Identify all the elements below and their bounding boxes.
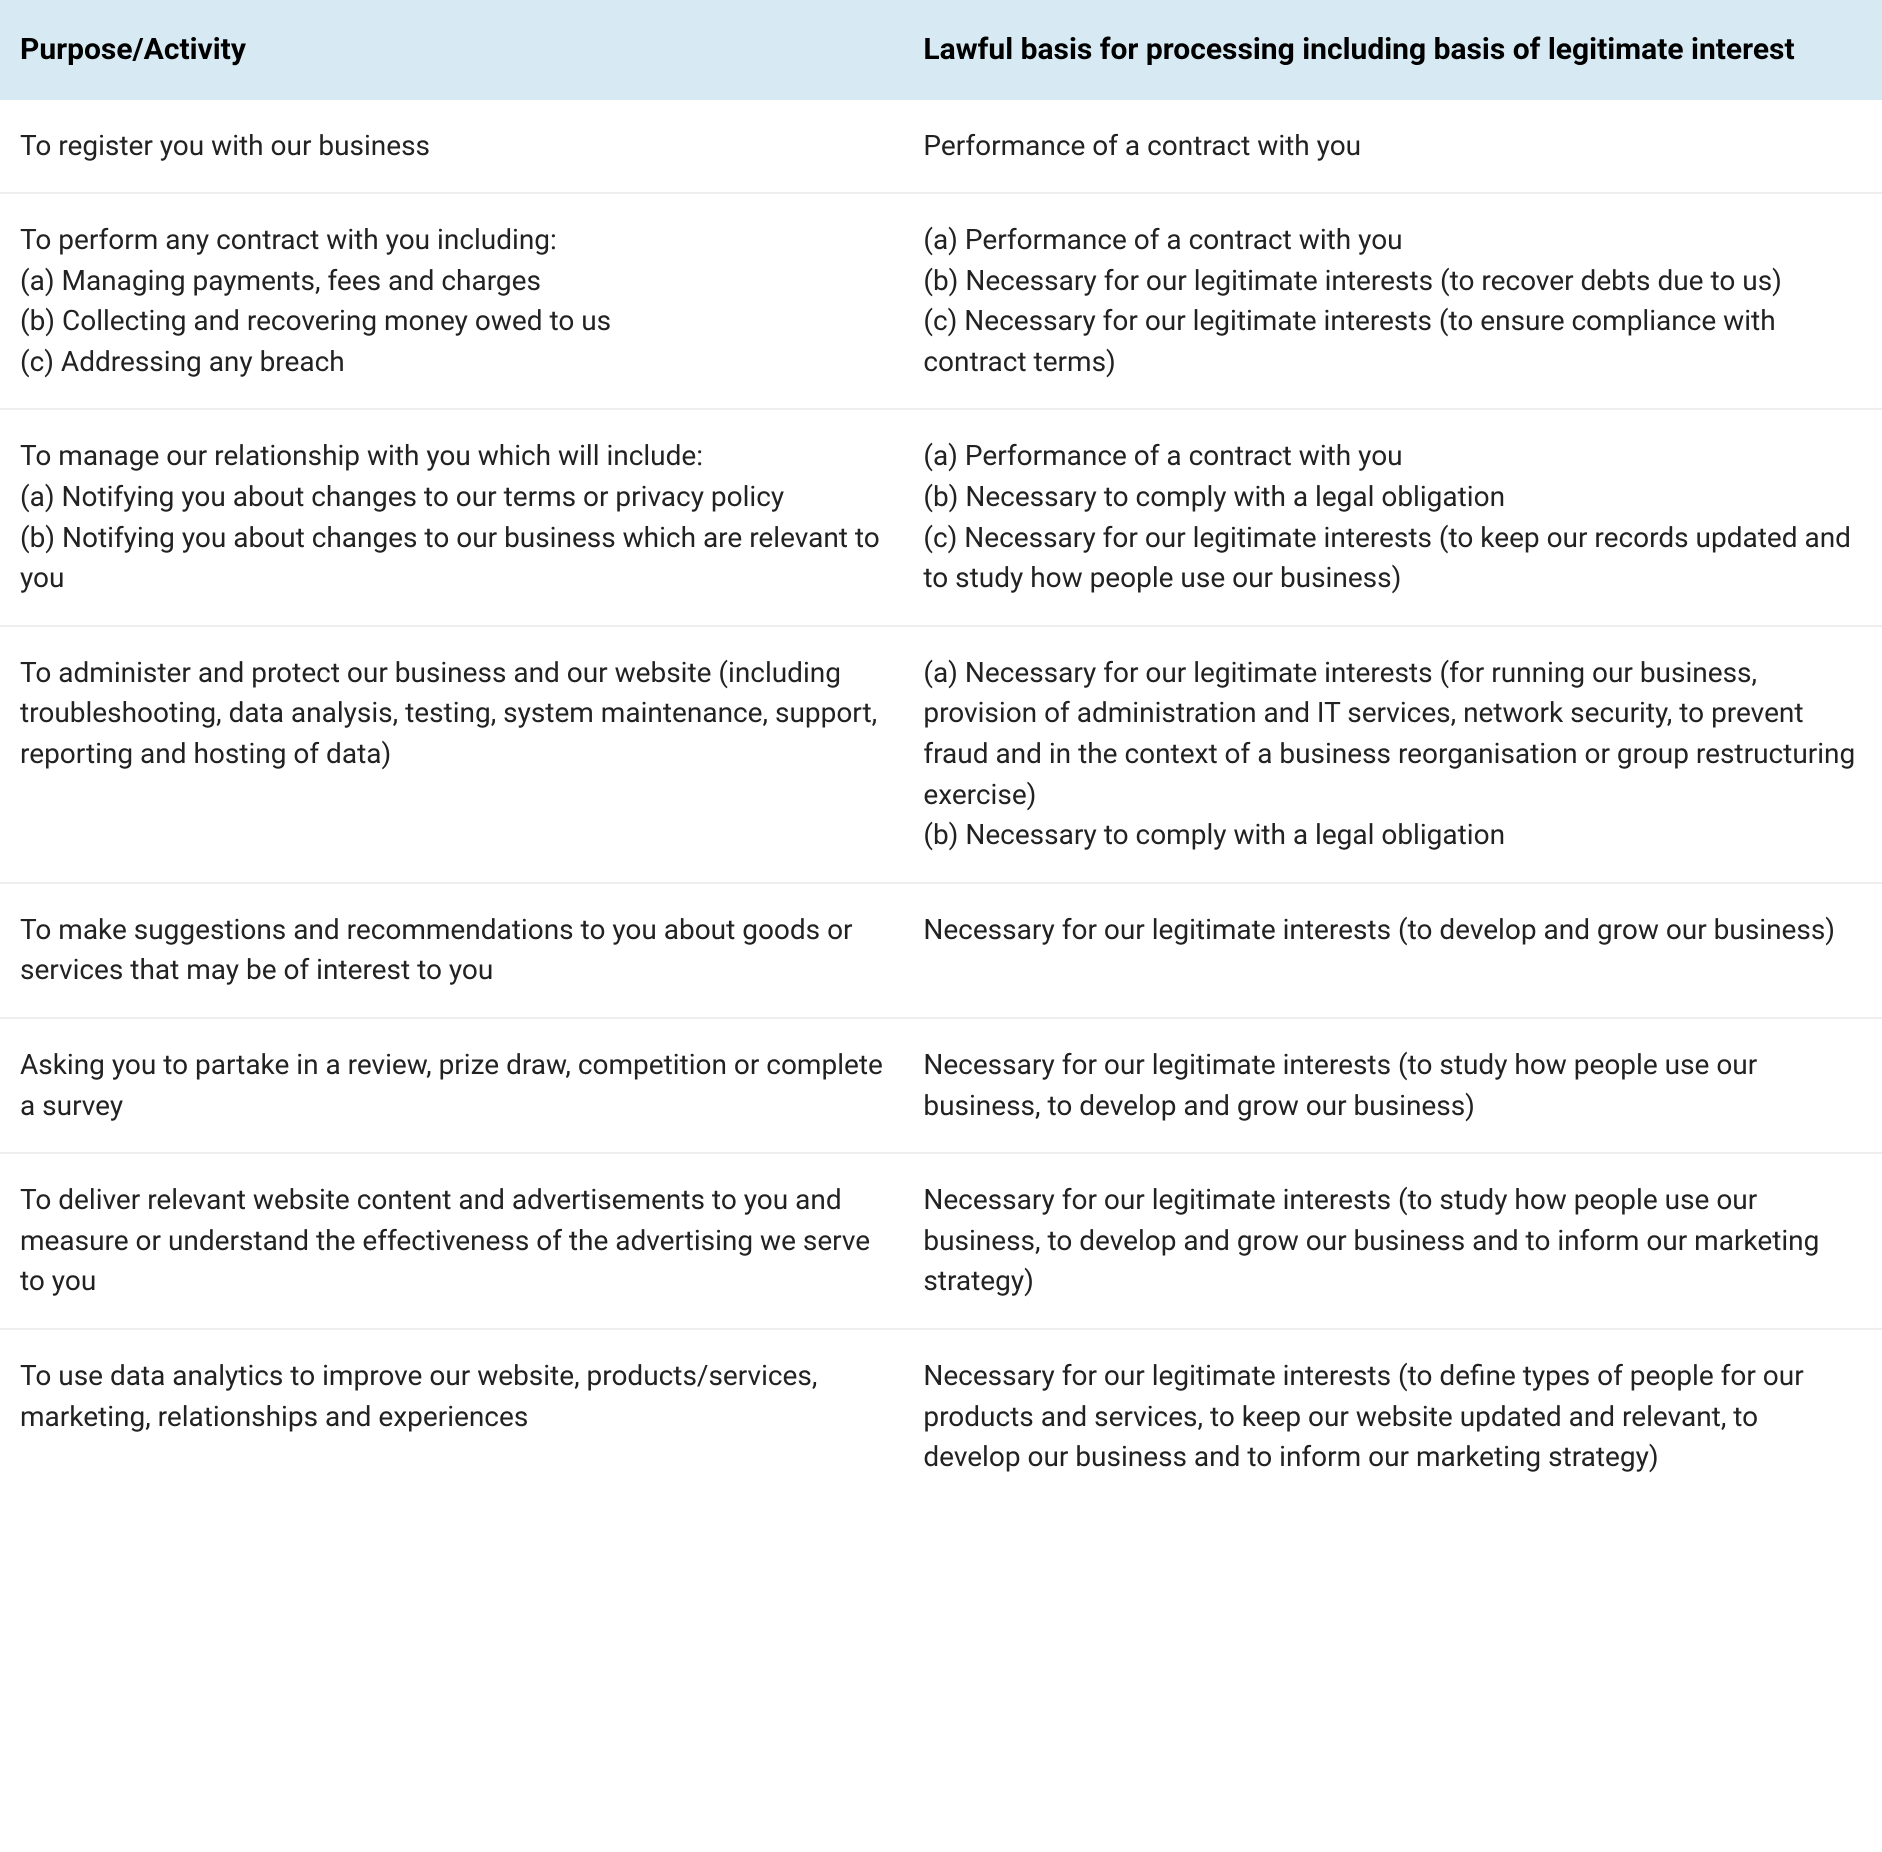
cell-purpose: To register you with our business <box>0 100 903 194</box>
table-row: To perform any contract with you includi… <box>0 193 1882 409</box>
cell-purpose: Asking you to partake in a review, prize… <box>0 1018 903 1153</box>
lawful-basis-table: Purpose/Activity Lawful basis for proces… <box>0 0 1882 1504</box>
table-row: To make suggestions and recommendations … <box>0 883 1882 1018</box>
table-row: Asking you to partake in a review, prize… <box>0 1018 1882 1153</box>
table-row: To administer and protect our business a… <box>0 626 1882 883</box>
table-header-row: Purpose/Activity Lawful basis for proces… <box>0 0 1882 100</box>
table-row: To use data analytics to improve our web… <box>0 1329 1882 1504</box>
cell-basis: Performance of a contract with you <box>903 100 1882 194</box>
table-body: To register you with our business Perfor… <box>0 100 1882 1504</box>
cell-purpose: To deliver relevant website content and … <box>0 1153 903 1329</box>
cell-basis: (a) Performance of a contract with you (… <box>903 409 1882 625</box>
cell-purpose: To manage our relationship with you whic… <box>0 409 903 625</box>
table-row: To manage our relationship with you whic… <box>0 409 1882 625</box>
header-basis: Lawful basis for processing including ba… <box>903 0 1882 100</box>
cell-basis: Necessary for our legitimate interests (… <box>903 883 1882 1018</box>
cell-purpose: To use data analytics to improve our web… <box>0 1329 903 1504</box>
cell-basis: (a) Performance of a contract with you (… <box>903 193 1882 409</box>
header-purpose: Purpose/Activity <box>0 0 903 100</box>
cell-basis: Necessary for our legitimate interests (… <box>903 1153 1882 1329</box>
cell-purpose: To perform any contract with you includi… <box>0 193 903 409</box>
cell-basis: Necessary for our legitimate interests (… <box>903 1018 1882 1153</box>
cell-purpose: To make suggestions and recommendations … <box>0 883 903 1018</box>
table-row: To register you with our business Perfor… <box>0 100 1882 194</box>
cell-basis: (a) Necessary for our legitimate interes… <box>903 626 1882 883</box>
cell-purpose: To administer and protect our business a… <box>0 626 903 883</box>
cell-basis: Necessary for our legitimate interests (… <box>903 1329 1882 1504</box>
table-row: To deliver relevant website content and … <box>0 1153 1882 1329</box>
